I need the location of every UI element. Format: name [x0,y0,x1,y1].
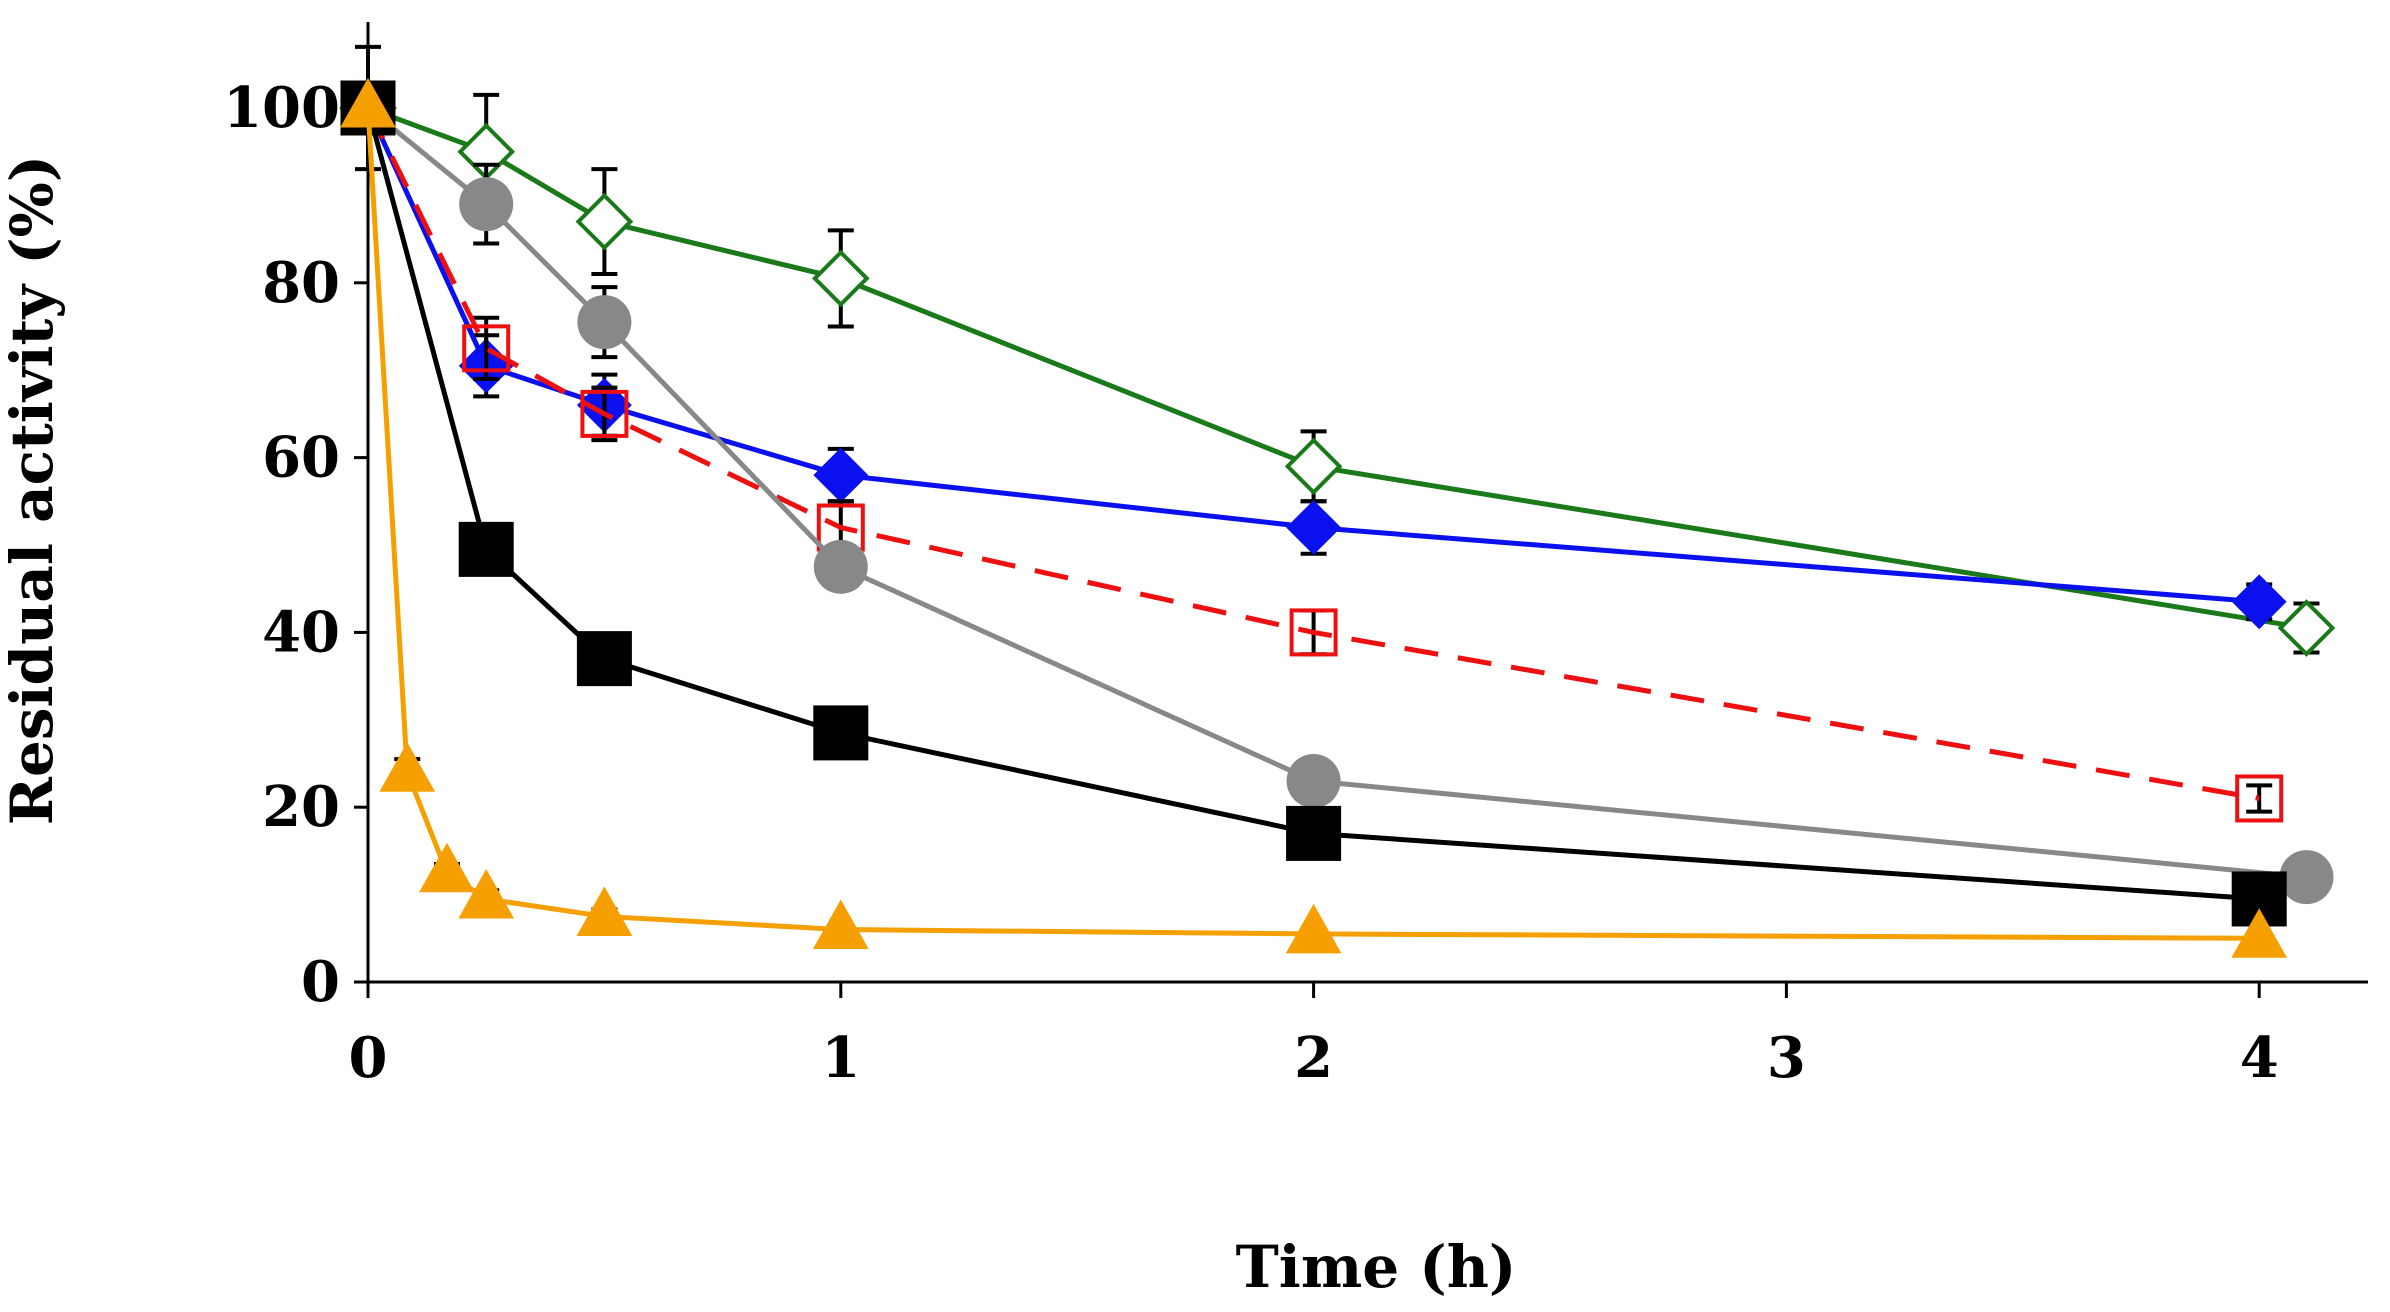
series-line [367,105,2307,631]
data-point [575,192,634,251]
data-point [577,295,632,350]
data-point [812,899,869,950]
data-point [1286,500,1342,555]
y-axis-title: Residual activity (%) [0,155,66,825]
data-point [2231,574,2287,630]
x-tick-label: 0 [349,1025,388,1091]
data-point [379,742,436,792]
data-point [458,868,515,919]
y-tick-label: 40 [262,599,340,665]
series-orange-triangle [340,77,2288,958]
y-tick-label: 20 [262,774,340,840]
series-layer [339,44,2336,958]
x-axis-title: Time (h) [1236,1233,1517,1301]
data-point [459,177,514,232]
data-point [813,705,869,761]
series-black-square [340,44,2287,927]
data-point [340,77,396,128]
data-point [576,886,633,936]
y-tick-label: 80 [262,250,340,316]
data-point [811,249,870,308]
data-point [419,842,475,893]
series-line [365,106,2260,605]
y-tick-label: 100 [223,75,340,141]
x-tick-label: 1 [821,1025,860,1091]
series-line [366,106,2307,880]
data-point [576,631,632,687]
series-gray-circle [341,81,2334,905]
data-point [458,521,514,577]
x-tick-label: 2 [1294,1025,1333,1091]
data-point [462,324,511,373]
data-point [580,389,629,438]
axes: 0 20 40 60 80 100 0 1 2 3 4 [223,22,2368,1091]
data-point [2231,908,2288,958]
x-tick-label: 3 [1767,1025,1806,1091]
series-line [365,106,2260,801]
y-tick-label: 0 [301,949,340,1015]
series-green-open-diamond [339,79,2336,657]
data-point [2277,599,2336,657]
data-point [1284,437,1343,496]
data-point [2279,850,2334,905]
data-point [1289,608,1338,657]
data-point [1285,903,1342,954]
data-point [2235,774,2284,823]
series-line [365,107,2260,902]
data-point [1286,805,1342,861]
series-red-open-square [344,84,2284,823]
x-tick-label: 4 [2240,1025,2279,1091]
y-tick-label: 60 [262,425,340,491]
data-point [813,447,869,503]
data-point [1286,753,1341,808]
data-point [813,539,868,594]
